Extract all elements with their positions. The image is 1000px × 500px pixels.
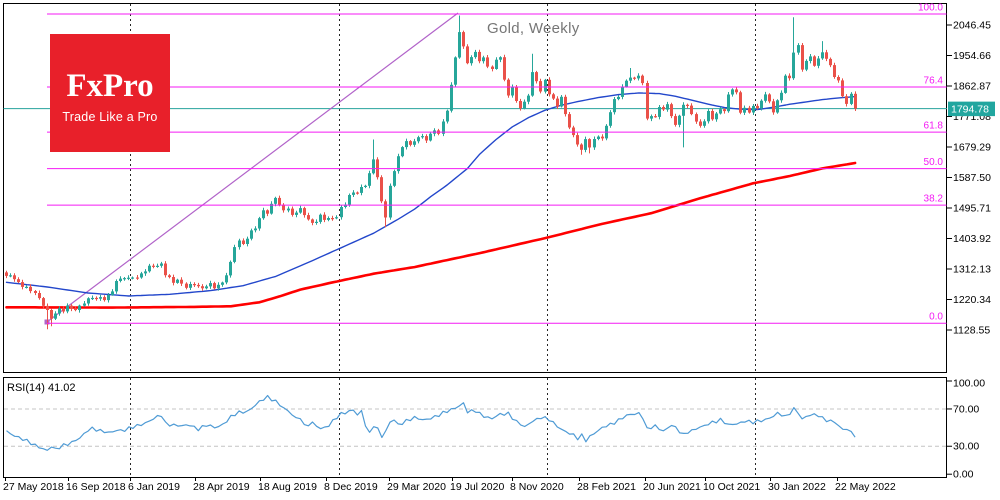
svg-text:30.00: 30.00 xyxy=(953,441,979,453)
rsi-axis: 100.00 70.00 30.00 0.00 xyxy=(947,378,985,481)
svg-text:2046.45: 2046.45 xyxy=(953,20,991,32)
fxpro-logo-tagline: Trade Like a Pro xyxy=(62,110,158,124)
time-axis: 27 May 2018 16 Sep 2018 6 Jan 2019 28 Apr 2… xyxy=(3,478,896,493)
ma-slow-line xyxy=(5,161,857,309)
ma-fast-line xyxy=(5,92,856,297)
fib-lines: 100.0 76.4 61.8 50.0 38.2 0.0 xyxy=(47,3,947,324)
svg-text:8 Nov 2020: 8 Nov 2020 xyxy=(510,481,564,493)
svg-text:38.2: 38.2 xyxy=(924,194,944,205)
svg-text:20 Jun 2021: 20 Jun 2021 xyxy=(643,481,701,493)
svg-text:8 Dec 2019: 8 Dec 2019 xyxy=(324,481,378,493)
rsi-panel xyxy=(3,377,947,478)
svg-text:16 Sep 2018: 16 Sep 2018 xyxy=(66,481,126,493)
svg-text:22 May 2022: 22 May 2022 xyxy=(835,481,896,493)
svg-text:100.00: 100.00 xyxy=(953,378,985,390)
svg-text:1403.92: 1403.92 xyxy=(953,233,991,245)
svg-text:100.0: 100.0 xyxy=(918,3,943,14)
svg-text:1128.55: 1128.55 xyxy=(953,325,990,337)
svg-text:1312.13: 1312.13 xyxy=(953,264,991,276)
svg-text:29 Mar 2020: 29 Mar 2020 xyxy=(387,481,446,493)
svg-text:0.00: 0.00 xyxy=(953,469,974,481)
svg-text:30 Jan 2022: 30 Jan 2022 xyxy=(768,481,826,493)
chart-title: Gold, Weekly xyxy=(487,20,580,37)
svg-text:1794.78: 1794.78 xyxy=(951,104,989,116)
svg-text:18 Aug 2019: 18 Aug 2019 xyxy=(258,481,317,493)
fxpro-logo-wordmark: FxPro xyxy=(66,68,154,104)
rsi-line xyxy=(6,394,856,451)
svg-text:1587.50: 1587.50 xyxy=(953,172,991,184)
svg-text:28 Feb 2021: 28 Feb 2021 xyxy=(577,481,636,493)
svg-text:6 Jan 2019: 6 Jan 2019 xyxy=(128,481,180,493)
current-price-badge: 1794.78 xyxy=(948,101,995,117)
rsi-indicator-label: RSI(14) 41.02 xyxy=(7,382,76,394)
price-axis: 2046.451954.661862.871771.081679.291587.… xyxy=(947,20,991,337)
svg-text:1495.71: 1495.71 xyxy=(953,203,991,215)
rsi-level-lines xyxy=(4,408,946,447)
svg-text:10 Oct 2021: 10 Oct 2021 xyxy=(703,481,760,493)
svg-text:0.0: 0.0 xyxy=(929,312,943,323)
svg-text:1954.66: 1954.66 xyxy=(953,50,991,62)
svg-text:61.8: 61.8 xyxy=(924,121,944,132)
svg-text:1862.87: 1862.87 xyxy=(953,81,991,93)
svg-text:50.0: 50.0 xyxy=(924,157,944,168)
svg-text:19 Jul 2020: 19 Jul 2020 xyxy=(450,481,504,493)
svg-text:27 May 2018: 27 May 2018 xyxy=(3,481,64,493)
fxpro-logo: FxPro Trade Like a Pro xyxy=(50,34,170,152)
svg-text:1679.29: 1679.29 xyxy=(953,142,991,154)
svg-text:76.4: 76.4 xyxy=(924,75,944,86)
svg-text:28 Apr 2019: 28 Apr 2019 xyxy=(193,481,250,493)
svg-text:1220.34: 1220.34 xyxy=(953,294,991,306)
svg-text:70.00: 70.00 xyxy=(953,403,979,415)
